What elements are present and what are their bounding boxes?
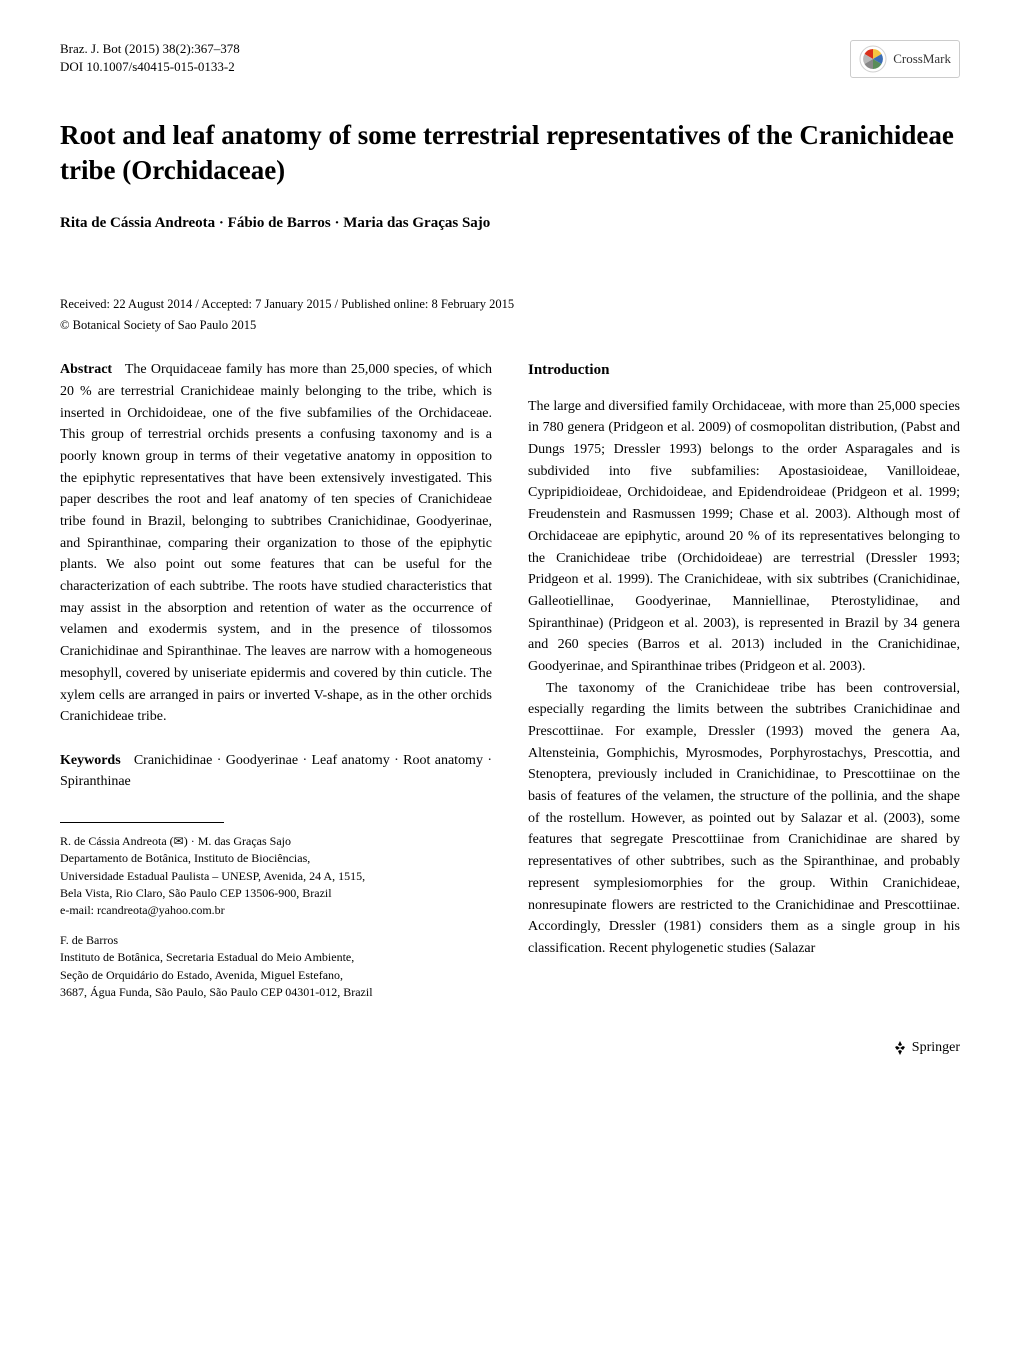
affil-2-addr: 3687, Água Funda, São Paulo, São Paulo C…	[60, 984, 492, 1001]
keywords-label: Keywords	[60, 753, 121, 768]
copyright-line: © Botanical Society of Sao Paulo 2015	[60, 316, 960, 335]
affil-1-univ: Universidade Estadual Paulista – UNESP, …	[60, 868, 492, 885]
dates-line: Received: 22 August 2014 / Accepted: 7 J…	[60, 295, 960, 314]
two-column-layout: Abstract The Orquidaceae family has more…	[60, 359, 960, 1013]
publisher-footer: Springer	[60, 1037, 960, 1058]
affil-1-email: e-mail: rcandreota@yahoo.com.br	[60, 902, 492, 919]
abstract-block: Abstract The Orquidaceae family has more…	[60, 359, 492, 728]
affil-2-author: F. de Barros	[60, 932, 492, 949]
crossmark-badge[interactable]: CrossMark	[850, 40, 960, 78]
publisher-name: Springer	[912, 1037, 960, 1058]
abstract-text: The Orquidaceae family has more than 25,…	[60, 362, 492, 724]
header-row: Braz. J. Bot (2015) 38(2):367–378 DOI 10…	[60, 40, 960, 78]
journal-citation: Braz. J. Bot (2015) 38(2):367–378	[60, 40, 240, 58]
affil-1-dept: Departamento de Botânica, Instituto de B…	[60, 850, 492, 867]
springer-icon	[892, 1040, 908, 1056]
affil-1-authors: R. de Cássia Andreota (✉) · M. das Graça…	[60, 833, 492, 850]
keywords-block: Keywords Cranichidinae · Goodyerinae · L…	[60, 750, 492, 792]
right-column: Introduction The large and diversified f…	[528, 359, 960, 1013]
article-title: Root and leaf anatomy of some terrestria…	[60, 118, 960, 188]
affiliation-2: F. de Barros Instituto de Botânica, Secr…	[60, 932, 492, 1002]
intro-para-1: The large and diversified family Orchida…	[528, 396, 960, 678]
keywords-text: Cranichidinae · Goodyerinae · Leaf anato…	[60, 753, 492, 789]
crossmark-icon	[859, 45, 887, 73]
abstract-label: Abstract	[60, 362, 112, 377]
affiliations-block: R. de Cássia Andreota (✉) · M. das Graça…	[60, 833, 492, 1002]
crossmark-label: CrossMark	[893, 49, 951, 69]
affil-2-section: Seção de Orquidário do Estado, Avenida, …	[60, 967, 492, 984]
intro-para-2: The taxonomy of the Cranichideae tribe h…	[528, 678, 960, 960]
left-column: Abstract The Orquidaceae family has more…	[60, 359, 492, 1013]
affiliation-divider	[60, 822, 224, 823]
journal-info: Braz. J. Bot (2015) 38(2):367–378 DOI 10…	[60, 40, 240, 76]
introduction-text: The large and diversified family Orchida…	[528, 396, 960, 960]
affiliation-1: R. de Cássia Andreota (✉) · M. das Graça…	[60, 833, 492, 920]
doi-line: DOI 10.1007/s40415-015-0133-2	[60, 58, 240, 76]
affil-1-addr: Bela Vista, Rio Claro, São Paulo CEP 135…	[60, 885, 492, 902]
introduction-heading: Introduction	[528, 359, 960, 382]
author-list: Rita de Cássia Andreota · Fábio de Barro…	[60, 212, 960, 235]
affil-2-inst: Instituto de Botânica, Secretaria Estadu…	[60, 949, 492, 966]
